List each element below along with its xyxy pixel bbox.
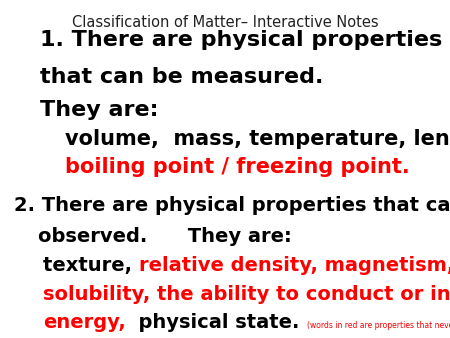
Text: relative density, magnetism,: relative density, magnetism,: [139, 256, 450, 275]
Text: Classification of Matter– Interactive Notes: Classification of Matter– Interactive No…: [72, 15, 378, 29]
Text: solubility, the ability to conduct or insulate: solubility, the ability to conduct or in…: [43, 285, 450, 304]
Text: observed.      They are:: observed. They are:: [38, 227, 292, 246]
Text: texture,: texture,: [43, 256, 139, 275]
Text: 1. There are physical properties: 1. There are physical properties: [40, 30, 443, 50]
Text: that can be measured.: that can be measured.: [40, 67, 324, 87]
Text: physical state.: physical state.: [126, 313, 306, 332]
Text: They are:: They are:: [40, 100, 159, 120]
Text: (words in red are properties that never change): (words in red are properties that never …: [306, 321, 450, 330]
Text: boiling point / freezing point.: boiling point / freezing point.: [65, 157, 410, 177]
Text: volume,  mass, temperature, length: volume, mass, temperature, length: [65, 129, 450, 149]
Text: 2. There are physical properties that can be: 2. There are physical properties that ca…: [14, 196, 450, 215]
Text: energy,: energy,: [43, 313, 126, 332]
